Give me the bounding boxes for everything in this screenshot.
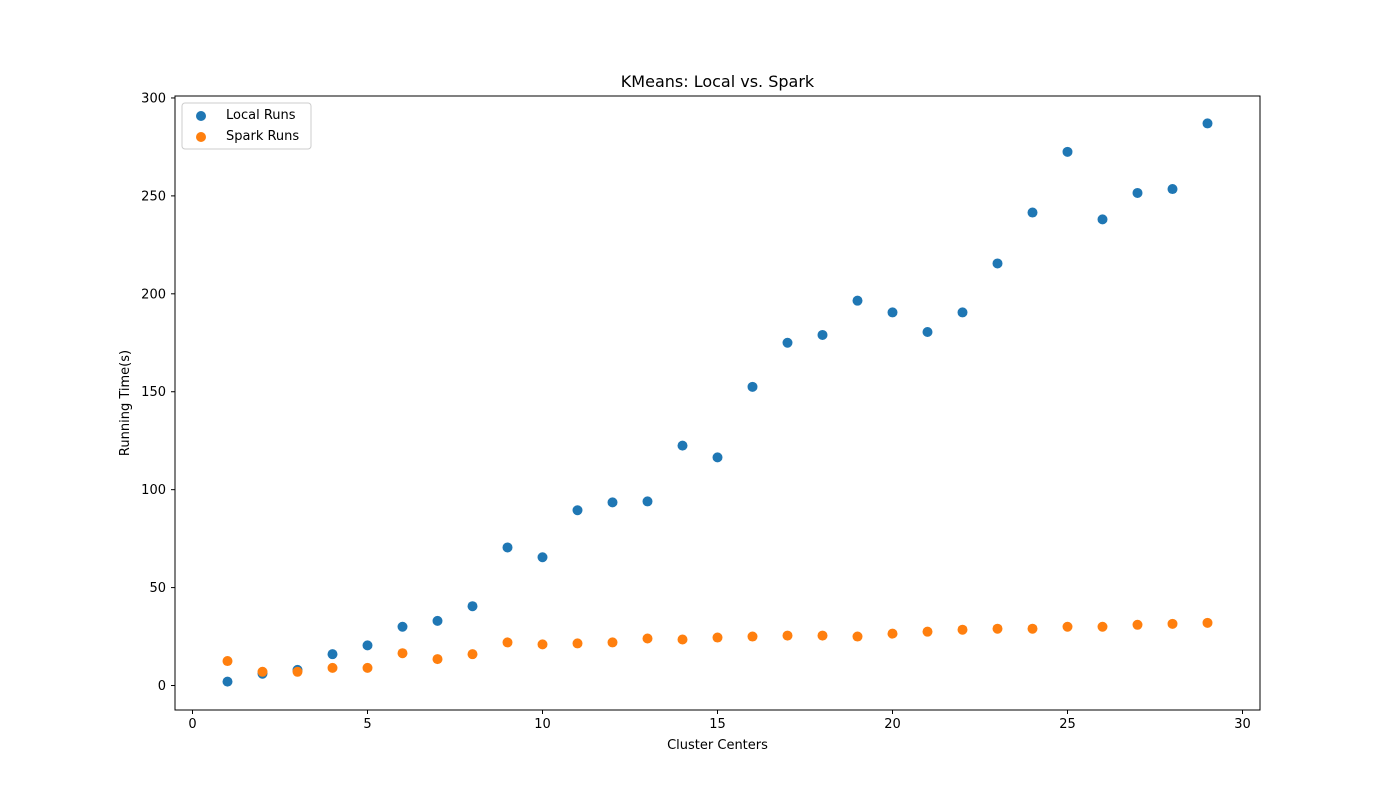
data-point — [397, 648, 408, 659]
x-tick-label: 20 — [884, 717, 901, 732]
y-axis: 0 50 100 150 200 250 300 — [141, 91, 175, 694]
data-point — [1062, 146, 1073, 157]
y-tick-label: 50 — [149, 581, 166, 596]
data-point — [1167, 184, 1178, 195]
data-point — [1097, 621, 1108, 632]
data-point — [782, 630, 793, 641]
data-point — [677, 440, 688, 451]
data-point — [852, 295, 863, 306]
data-point — [1062, 621, 1073, 632]
x-tick-label: 30 — [1234, 717, 1251, 732]
data-point — [292, 666, 303, 677]
data-point — [362, 662, 373, 673]
series-spark-runs — [222, 617, 1213, 677]
chart-title: KMeans: Local vs. Spark — [621, 72, 815, 91]
data-point — [432, 654, 443, 665]
data-point — [957, 307, 968, 318]
data-point — [922, 327, 933, 338]
legend-marker — [196, 111, 206, 121]
y-tick-label: 300 — [141, 91, 166, 106]
data-point — [327, 649, 338, 660]
data-point — [362, 640, 373, 651]
data-point — [817, 329, 828, 340]
legend: Local Runs Spark Runs — [181, 102, 312, 150]
data-point — [257, 666, 268, 677]
data-point — [1202, 617, 1213, 628]
data-point — [1202, 118, 1213, 129]
data-point — [1132, 187, 1143, 198]
data-point — [502, 637, 513, 648]
data-point — [537, 552, 548, 563]
data-point — [922, 626, 933, 637]
data-point — [747, 381, 758, 392]
data-point — [992, 623, 1003, 634]
data-point — [712, 452, 723, 463]
data-point — [502, 542, 513, 553]
data-point — [712, 632, 723, 643]
legend-marker — [196, 132, 206, 142]
y-tick-label: 150 — [141, 385, 166, 400]
x-tick-label: 15 — [709, 717, 726, 732]
data-point — [222, 656, 233, 667]
data-point — [607, 497, 618, 508]
y-axis-title: Running Time(s) — [118, 350, 133, 456]
data-point — [887, 307, 898, 318]
data-point — [1027, 207, 1038, 218]
y-tick-label: 250 — [141, 189, 166, 204]
data-point — [572, 638, 583, 649]
data-point — [432, 615, 443, 626]
data-points — [222, 118, 1213, 687]
data-point — [327, 662, 338, 673]
data-point — [782, 337, 793, 348]
data-point — [467, 649, 478, 660]
data-point — [642, 633, 653, 644]
data-point — [1167, 618, 1178, 629]
data-point — [817, 630, 828, 641]
data-point — [852, 631, 863, 642]
data-point — [607, 637, 618, 648]
data-point — [957, 624, 968, 635]
data-point — [222, 676, 233, 687]
plot-area — [175, 96, 1260, 710]
legend-label: Local Runs — [226, 108, 296, 123]
data-point — [747, 631, 758, 642]
y-tick-label: 0 — [158, 679, 166, 694]
x-axis: 0 5 10 15 20 25 30 — [188, 710, 1251, 732]
data-point — [397, 621, 408, 632]
data-point — [1097, 214, 1108, 225]
legend-box — [181, 102, 312, 150]
data-point — [677, 634, 688, 645]
data-point — [642, 496, 653, 507]
x-tick-label: 0 — [188, 717, 196, 732]
data-point — [537, 639, 548, 650]
x-tick-label: 25 — [1059, 717, 1076, 732]
y-tick-label: 100 — [141, 483, 166, 498]
data-point — [467, 601, 478, 612]
y-tick-label: 200 — [141, 287, 166, 302]
legend-label: Spark Runs — [226, 129, 299, 144]
x-tick-label: 10 — [534, 717, 551, 732]
plot-frame — [174, 95, 1261, 711]
data-point — [992, 258, 1003, 269]
data-point — [1027, 623, 1038, 634]
data-point — [1132, 619, 1143, 630]
data-point — [572, 505, 583, 516]
data-point — [887, 628, 898, 639]
x-axis-title: Cluster Centers — [667, 738, 768, 753]
x-tick-label: 5 — [363, 717, 371, 732]
